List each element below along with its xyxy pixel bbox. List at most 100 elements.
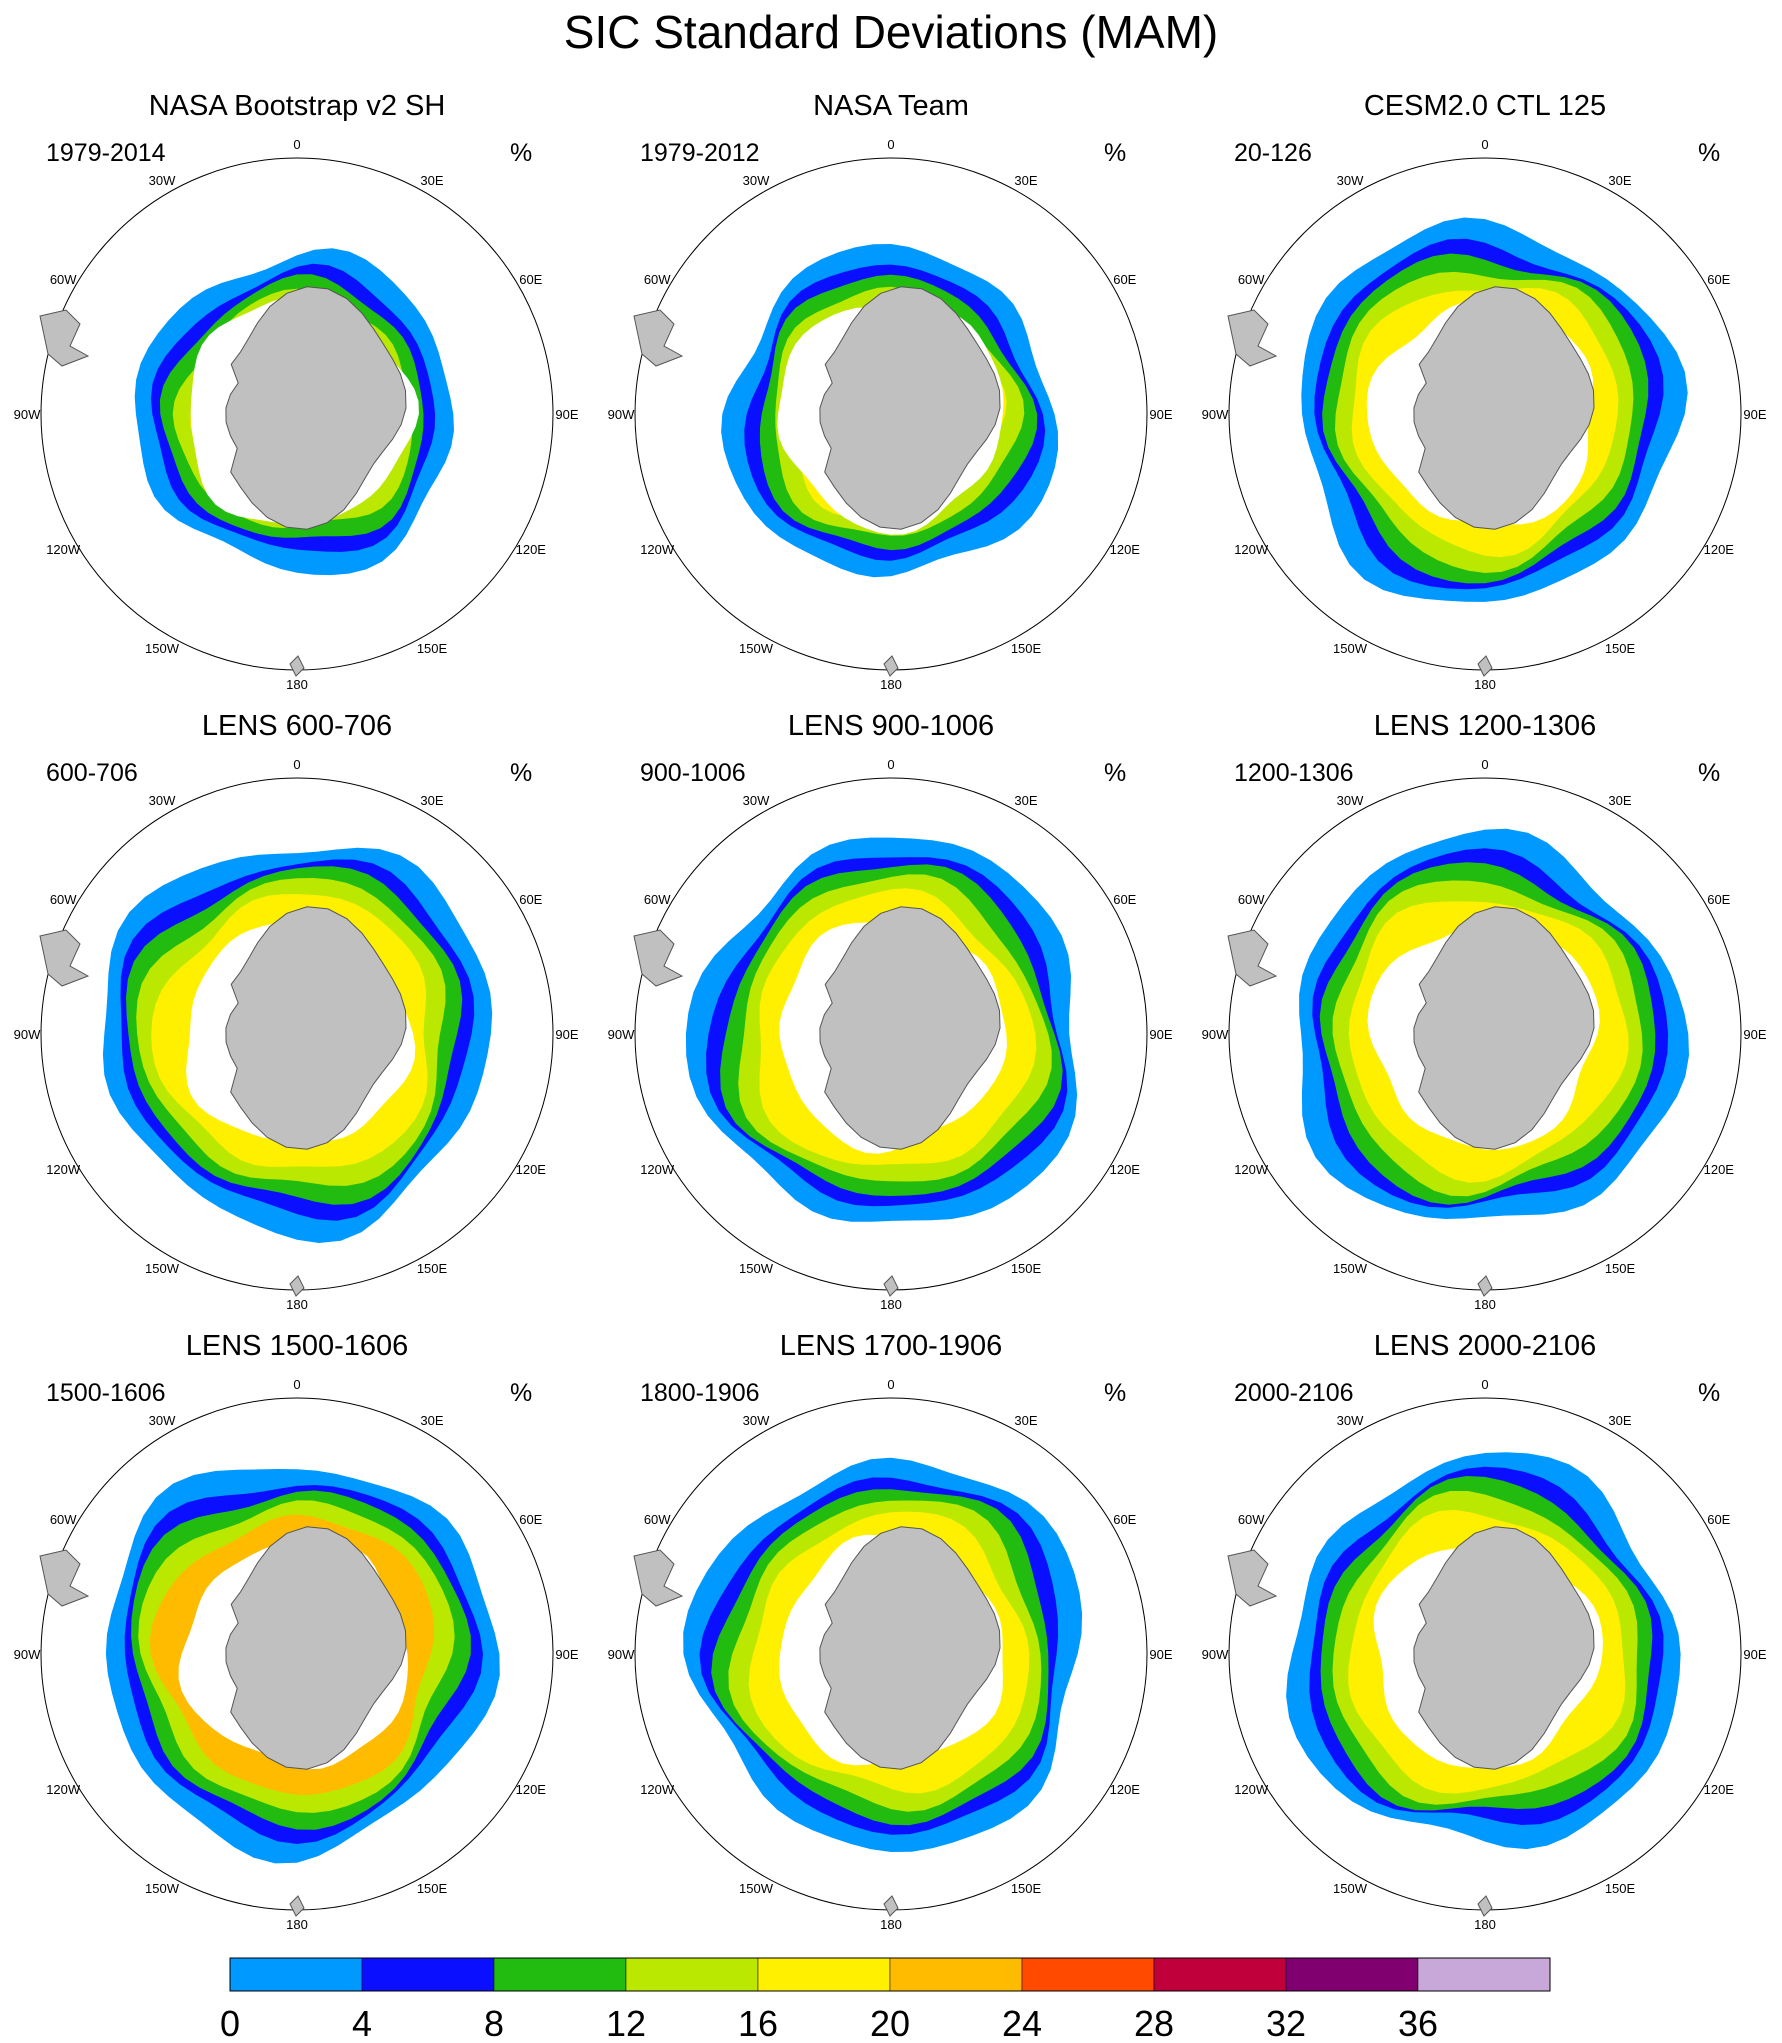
longitude-label: 120E <box>516 1782 547 1797</box>
longitude-label: 90W <box>1202 1647 1229 1662</box>
longitude-label: 60E <box>1707 272 1730 287</box>
longitude-label: 180 <box>1474 1917 1496 1932</box>
map-panel: LENS 2000-2106 2000-2106% 0 30E 60E 90E 120E 15… <box>1188 1324 1782 1944</box>
longitude-label: 60W <box>1238 892 1265 907</box>
longitude-label: 120E <box>1704 1162 1735 1177</box>
panel-title: LENS 600-706 <box>201 710 393 742</box>
colorbar-tick-label: 32 <box>1266 2003 1306 2043</box>
colorbar-tick-label: 24 <box>1002 2003 1042 2043</box>
longitude-label: 120W <box>1234 542 1269 557</box>
longitude-label: 90W <box>14 407 41 422</box>
longitude-label: 0 <box>887 757 894 772</box>
antarctica-landmass <box>225 286 407 530</box>
new-zealand-landmass <box>289 655 305 677</box>
polar-map: 0 30E 60E 90E 120E 150E 180 150W 120W 90W 60W 30W <box>608 757 1173 1312</box>
longitude-label: 30E <box>1608 793 1631 808</box>
longitude-label: 150W <box>1333 641 1368 656</box>
longitude-label: 90W <box>1202 1027 1229 1042</box>
panel-title: LENS 1200-1306 <box>1373 710 1597 742</box>
longitude-label: 90W <box>608 1027 635 1042</box>
panel-title: LENS 900-1006 <box>787 710 995 742</box>
longitude-label: 30E <box>1014 793 1037 808</box>
longitude-label: 150E <box>1011 1261 1042 1276</box>
longitude-label: 150E <box>1011 641 1042 656</box>
longitude-label: 150E <box>1605 641 1636 656</box>
longitude-label: 150W <box>145 641 180 656</box>
longitude-label: 120W <box>1234 1162 1269 1177</box>
longitude-label: 60E <box>1113 892 1136 907</box>
longitude-label: 90E <box>555 407 578 422</box>
panel-units: % <box>1104 759 1127 787</box>
longitude-label: 180 <box>1474 1297 1496 1312</box>
longitude-label: 180 <box>286 677 308 692</box>
colorbar: 0 4 8 12 16 20 24 28 32 36 <box>220 1957 1551 2043</box>
new-zealand-landmass <box>883 1275 899 1297</box>
longitude-label: 30W <box>743 1413 770 1428</box>
longitude-label: 30E <box>420 1413 443 1428</box>
map-panel: NASA Bootstrap v2 SH 1979-2014% 0 30E 60E 90E… <box>0 84 594 704</box>
longitude-label: 90W <box>608 407 635 422</box>
longitude-label: 120E <box>516 542 547 557</box>
longitude-label: 30W <box>149 1413 176 1428</box>
polar-map: 0 30E 60E 90E 120E 150E 180 150W 120W 90W 60W 30W <box>608 1377 1173 1932</box>
longitude-label: 90W <box>608 1647 635 1662</box>
colorbar-tick-label: 20 <box>870 2003 910 2043</box>
longitude-label: 60W <box>644 1512 671 1527</box>
antarctica-landmass <box>1413 906 1595 1150</box>
longitude-label: 150E <box>1605 1261 1636 1276</box>
longitude-label: 90W <box>14 1647 41 1662</box>
map-panel: LENS 600-706 600-706% 0 30E 60E 90E 120E 150E 18… <box>0 704 594 1324</box>
longitude-label: 150W <box>739 1881 774 1896</box>
longitude-label: 90E <box>1743 1027 1766 1042</box>
longitude-label: 150W <box>739 1261 774 1276</box>
map-panel: LENS 1500-1606 1500-1606% 0 30E 60E 90E 120E 15… <box>0 1324 594 1944</box>
longitude-label: 60E <box>519 1512 542 1527</box>
colorbar-swatch <box>1285 1957 1419 1992</box>
longitude-label: 60W <box>50 892 77 907</box>
south-america-landmass <box>39 1549 90 1607</box>
new-zealand-landmass <box>1477 1895 1493 1917</box>
colorbar-swatch <box>625 1957 759 1992</box>
longitude-label: 60W <box>50 1512 77 1527</box>
longitude-label: 120E <box>1110 1782 1141 1797</box>
figure-title: SIC Standard Deviations (MAM) <box>563 6 1219 58</box>
longitude-label: 60E <box>519 892 542 907</box>
longitude-label: 120W <box>1234 1782 1269 1797</box>
south-america-landmass <box>39 929 90 987</box>
longitude-label: 150E <box>1011 1881 1042 1896</box>
panel-units: % <box>1698 759 1721 787</box>
longitude-label: 150E <box>417 1261 448 1276</box>
new-zealand-landmass <box>883 655 899 677</box>
longitude-label: 180 <box>1474 677 1496 692</box>
south-america-landmass <box>633 929 684 987</box>
longitude-label: 90E <box>1149 1027 1172 1042</box>
colorbar-tick-label: 16 <box>738 2003 778 2043</box>
polar-map: 0 30E 60E 90E 120E 150E 180 150W 120W 90W 60W 30W <box>14 757 579 1312</box>
longitude-label: 0 <box>887 1377 894 1392</box>
map-panel: CESM2.0 CTL 125 20-126% 0 30E 60E 90E 120E 150E… <box>1188 84 1782 704</box>
longitude-label: 30W <box>1337 793 1364 808</box>
new-zealand-landmass <box>883 1895 899 1917</box>
longitude-label: 180 <box>880 1297 902 1312</box>
longitude-label: 30W <box>743 793 770 808</box>
panel-units: % <box>510 139 533 167</box>
longitude-label: 120E <box>516 1162 547 1177</box>
longitude-label: 90E <box>1149 1647 1172 1662</box>
antarctica-landmass <box>1413 1526 1595 1770</box>
longitude-label: 150W <box>739 641 774 656</box>
longitude-label: 60W <box>1238 1512 1265 1527</box>
longitude-label: 60E <box>1707 892 1730 907</box>
panel-title: LENS 1700-1906 <box>779 1330 1003 1362</box>
new-zealand-landmass <box>289 1895 305 1917</box>
polar-map: 0 30E 60E 90E 120E 150E 180 150W 120W 90W 60W 30W <box>14 1377 579 1932</box>
longitude-label: 60E <box>519 272 542 287</box>
panel-units: % <box>1104 1379 1127 1407</box>
new-zealand-landmass <box>289 1275 305 1297</box>
longitude-label: 30E <box>1608 173 1631 188</box>
longitude-label: 30W <box>149 793 176 808</box>
longitude-label: 30W <box>743 173 770 188</box>
polar-map: 0 30E 60E 90E 120E 150E 180 150W 120W 90W 60W 30W <box>1202 137 1767 692</box>
longitude-label: 180 <box>880 1917 902 1932</box>
panel-title: NASA Bootstrap v2 SH <box>148 90 446 122</box>
colorbar-swatch <box>229 1957 363 1992</box>
